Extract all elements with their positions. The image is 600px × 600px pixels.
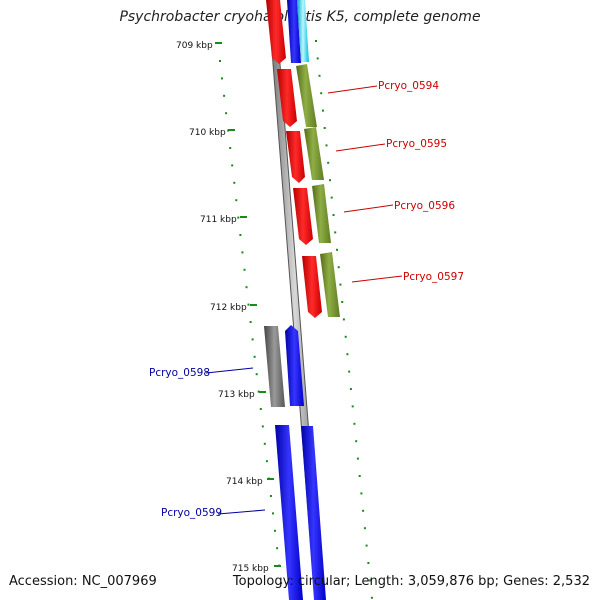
outer-track-tick	[329, 179, 331, 182]
outer-track-tick	[360, 492, 363, 495]
gene-feature[interactable]	[293, 188, 313, 245]
gene-labels: Pcryo_0594 Pcryo_0595 Pcryo_0596 Pcryo_0…	[149, 80, 464, 519]
outer-track-tick	[327, 161, 330, 164]
outer-track-tick	[356, 457, 359, 460]
forward-strand-features	[285, 0, 340, 600]
ruler-minor-tick	[231, 164, 234, 167]
ruler-minor-tick	[245, 286, 248, 289]
ruler-minor-tick	[219, 60, 221, 62]
outer-track-tick	[363, 527, 366, 530]
gene-label[interactable]: Pcryo_0597	[403, 271, 464, 283]
outer-track-tick	[341, 301, 344, 303]
gene-feature[interactable]	[301, 426, 326, 600]
outer-track-tick	[322, 109, 324, 112]
ruler-labels: 709 kbp 710 kbp 711 kbp 712 kbp 713 kbp …	[176, 41, 281, 574]
outer-track-tick	[318, 74, 321, 77]
outer-track-tick	[353, 422, 356, 425]
ruler-minor-tick	[249, 321, 252, 323]
gene-feature[interactable]	[285, 325, 304, 406]
ruler-minor-tick	[243, 268, 246, 271]
outer-track-tick	[337, 266, 340, 269]
ruler-minor-tick	[253, 355, 256, 358]
ruler-minor-tick	[225, 112, 228, 115]
outer-track-tick	[365, 544, 368, 547]
ruler-label: 712 kbp	[210, 303, 247, 313]
ruler-minor-tick	[272, 512, 274, 515]
gene-label[interactable]: Pcryo_0598	[149, 367, 210, 379]
ruler-minor-tick	[280, 582, 283, 584]
outer-track-tick	[325, 144, 328, 147]
outer-track-tick	[320, 92, 323, 95]
ruler-minor-tick	[259, 408, 262, 410]
outer-track-tick	[349, 388, 352, 390]
ruler-label: 713 kbp	[218, 390, 255, 400]
outer-track-tick	[346, 353, 349, 356]
outer-track-tick	[358, 475, 361, 477]
outer-track-tick	[369, 579, 372, 582]
ruler-label: 714 kbp	[226, 477, 263, 487]
ruler-label: 710 kbp	[189, 128, 226, 138]
outer-track-tick	[315, 40, 317, 42]
ruler-minor-tick	[237, 216, 240, 219]
ruler-minor-tick	[229, 147, 232, 149]
outer-track-tick	[370, 596, 373, 599]
gene-feature[interactable]	[264, 326, 285, 407]
outer-track-tick	[348, 370, 351, 373]
gene-feature[interactable]	[275, 425, 303, 600]
outer-track	[315, 40, 373, 599]
outer-track-tick	[362, 509, 365, 512]
genome-summary-text: Topology: circular; Length: 3,059,876 bp…	[232, 574, 590, 589]
gene-feature[interactable]	[286, 131, 305, 183]
ruler-minor-tick	[274, 529, 276, 532]
gene-feature[interactable]	[296, 64, 317, 127]
outer-track-tick	[342, 318, 345, 321]
gene-label[interactable]: Pcryo_0595	[386, 138, 447, 150]
ruler-minor-tick	[221, 77, 223, 80]
ruler-minor-tick	[255, 373, 258, 376]
gene-feature[interactable]	[302, 256, 322, 318]
ruler-minor-tick	[247, 303, 250, 306]
gene-feature[interactable]	[287, 0, 301, 63]
ruler-minor-tick	[276, 547, 279, 550]
reverse-strand-features	[264, 0, 322, 600]
ruler-minor-tick	[251, 338, 254, 341]
outer-track-tick	[367, 562, 370, 564]
outer-track-tick	[339, 283, 342, 286]
gene-label[interactable]: Pcryo_0594	[378, 80, 439, 92]
ruler-minor-tick	[233, 181, 236, 184]
gene-feature[interactable]	[320, 252, 340, 317]
ruler-minor-tick	[269, 495, 272, 497]
ruler-minor-tick	[261, 425, 264, 428]
outer-track-tick	[334, 231, 337, 234]
gene-feature[interactable]	[312, 184, 331, 243]
gene-feature[interactable]	[297, 0, 309, 62]
outer-track-tick	[316, 57, 319, 60]
gene-label[interactable]: Pcryo_0596	[394, 200, 455, 212]
outer-track-tick	[355, 440, 358, 443]
gene-label[interactable]: Pcryo_0599	[161, 507, 222, 519]
ruler-minor-tick	[257, 390, 260, 393]
gene-feature[interactable]	[304, 127, 324, 180]
outer-track-tick	[344, 335, 347, 338]
accession-text: Accession: NC_007969	[9, 574, 157, 589]
outer-track-tick	[336, 248, 338, 251]
outer-track-tick	[330, 196, 333, 199]
ruler-label: 709 kbp	[176, 41, 213, 51]
gene-feature[interactable]	[266, 0, 286, 64]
outer-track-tick	[332, 214, 335, 216]
ruler-minor-tick	[239, 234, 242, 236]
ruler-label: 711 kbp	[200, 215, 237, 225]
outer-track-tick	[351, 405, 354, 408]
outer-track-tick	[323, 127, 326, 129]
ruler-minor-tick	[235, 199, 238, 202]
ruler-minor-tick	[223, 94, 226, 97]
ruler-minor-tick	[265, 460, 268, 463]
ruler-track	[219, 60, 283, 584]
ruler-label: 715 kbp	[232, 564, 269, 574]
ruler-minor-tick	[263, 442, 266, 445]
gene-feature[interactable]	[277, 69, 297, 127]
ruler-minor-tick	[241, 251, 244, 254]
